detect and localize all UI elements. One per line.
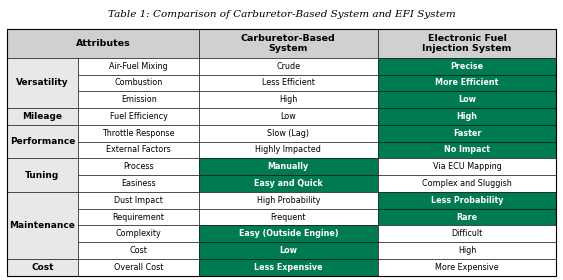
Text: Maintenance: Maintenance [10, 221, 75, 230]
Bar [378, 58, 556, 74]
Text: Performance: Performance [10, 137, 75, 146]
Text: Table 1: Comparison of Carburetor-Based System and EFI System: Table 1: Comparison of Carburetor-Based … [108, 10, 455, 19]
Text: Process: Process [123, 162, 154, 171]
Text: Tuning: Tuning [25, 171, 60, 180]
Bar [78, 91, 199, 108]
Text: Low: Low [458, 95, 476, 104]
Text: Low: Low [280, 112, 296, 121]
Text: Cost: Cost [31, 263, 53, 272]
Bar [78, 74, 199, 91]
Text: Requirement: Requirement [113, 213, 164, 221]
Text: Easy (Outside Engine): Easy (Outside Engine) [239, 229, 338, 238]
Text: High: High [279, 95, 297, 104]
Bar [378, 29, 556, 58]
Text: Mileage: Mileage [23, 112, 62, 121]
Bar [78, 125, 199, 142]
Text: Faster: Faster [453, 129, 481, 138]
Bar [378, 74, 556, 91]
Bar [378, 175, 556, 192]
Text: Cost: Cost [129, 246, 148, 255]
Bar [7, 158, 78, 192]
Text: Frequent: Frequent [271, 213, 306, 221]
Text: Low: Low [279, 246, 297, 255]
Text: Fuel Efficiency: Fuel Efficiency [110, 112, 168, 121]
Bar [378, 242, 556, 259]
Bar [78, 225, 199, 242]
Text: More Efficient: More Efficient [435, 78, 499, 87]
Bar [378, 192, 556, 209]
Text: High: High [457, 112, 477, 121]
Text: Throttle Response: Throttle Response [102, 129, 175, 138]
Text: Manually: Manually [268, 162, 309, 171]
Text: Emission: Emission [120, 95, 157, 104]
Bar [378, 225, 556, 242]
Text: Precise: Precise [450, 62, 484, 71]
Text: Less Expensive: Less Expensive [254, 263, 323, 272]
Bar [199, 125, 378, 142]
Text: Highly Impacted: Highly Impacted [256, 146, 321, 155]
Text: Rare: Rare [457, 213, 477, 221]
Bar [199, 209, 378, 225]
Bar [199, 142, 378, 158]
Bar [199, 259, 378, 276]
Bar [199, 175, 378, 192]
Text: No Impact: No Impact [444, 146, 490, 155]
Text: Combustion: Combustion [114, 78, 163, 87]
Bar [78, 209, 199, 225]
Text: Crude: Crude [276, 62, 301, 71]
Bar [378, 259, 556, 276]
Bar [199, 225, 378, 242]
Bar [378, 125, 556, 142]
Bar [199, 58, 378, 74]
Text: Complexity: Complexity [116, 229, 162, 238]
Bar [78, 108, 199, 125]
Text: Easy and Quick: Easy and Quick [254, 179, 323, 188]
Text: Via ECU Mapping: Via ECU Mapping [432, 162, 501, 171]
Text: High: High [458, 246, 476, 255]
Bar [199, 74, 378, 91]
Bar [7, 58, 78, 108]
Bar [7, 29, 556, 276]
Bar [78, 192, 199, 209]
Text: Attributes: Attributes [75, 39, 130, 48]
Bar [7, 125, 78, 158]
Bar [7, 259, 78, 276]
Text: Overall Cost: Overall Cost [114, 263, 163, 272]
Text: Electronic Fuel
Injection System: Electronic Fuel Injection System [422, 34, 512, 53]
Text: Complex and Sluggish: Complex and Sluggish [422, 179, 512, 188]
Bar [7, 192, 78, 259]
Bar [378, 209, 556, 225]
Bar [378, 91, 556, 108]
Bar [378, 158, 556, 175]
Bar [378, 108, 556, 125]
Bar [78, 175, 199, 192]
Bar [7, 108, 78, 125]
Text: Versatility: Versatility [16, 78, 69, 87]
Text: Less Probability: Less Probability [431, 196, 503, 205]
Bar [78, 142, 199, 158]
Bar [199, 242, 378, 259]
Text: Carburetor-Based
System: Carburetor-Based System [241, 34, 336, 53]
Text: Easiness: Easiness [121, 179, 156, 188]
Text: Difficult: Difficult [452, 229, 482, 238]
Text: High Probability: High Probability [257, 196, 320, 205]
Bar [78, 242, 199, 259]
Bar [199, 108, 378, 125]
Text: Air-Fuel Mixing: Air-Fuel Mixing [109, 62, 168, 71]
Text: External Factors: External Factors [106, 146, 171, 155]
Text: Dust Impact: Dust Impact [114, 196, 163, 205]
Bar [199, 158, 378, 175]
Bar [7, 29, 199, 58]
Bar [199, 192, 378, 209]
Bar [78, 259, 199, 276]
Bar [199, 91, 378, 108]
Bar [199, 29, 378, 58]
Text: Slow (Lag): Slow (Lag) [267, 129, 310, 138]
Text: Less Efficient: Less Efficient [262, 78, 315, 87]
Text: More Expensive: More Expensive [435, 263, 499, 272]
Bar [378, 142, 556, 158]
Bar [78, 58, 199, 74]
Bar [78, 158, 199, 175]
